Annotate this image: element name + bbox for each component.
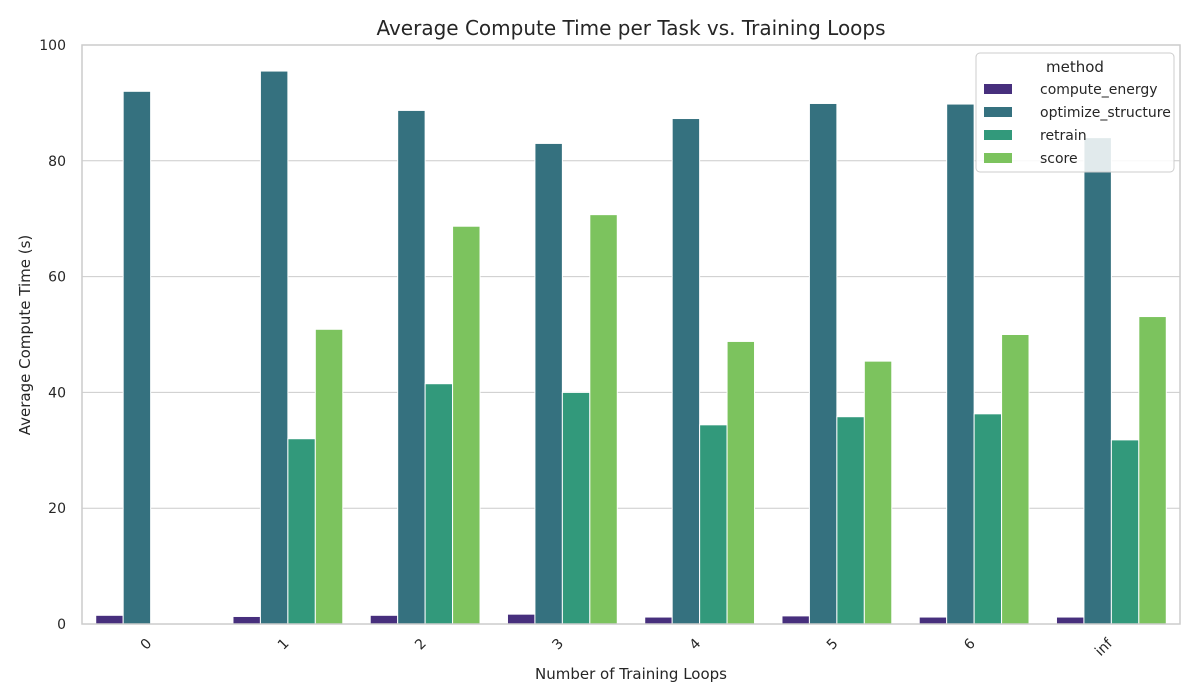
legend: method compute_energy optimize_structurere… [975,52,1175,173]
bar-compute_energy-6 [918,616,948,625]
legend-box [975,52,1175,173]
bar-score-1 [314,328,344,625]
bar-score-inf [1138,316,1167,625]
bar-retrain-3 [561,391,591,625]
x-tick-label: 4 [687,636,705,654]
bar-compute_energy-4 [644,616,673,625]
bar-compute_energy-1 [232,615,261,625]
legend-swatch-compute_energy [984,84,1012,94]
x-tick-label: 1 [275,636,293,654]
bar-retrain-1 [287,438,316,625]
y-tick-label: 0 [57,617,66,633]
bar-score-6 [1001,334,1030,625]
y-tick-label: 100 [39,38,66,54]
bar-compute_energy-5 [781,615,810,625]
bar-optimize_structure-5 [808,102,838,625]
bar-retrain-inf [1110,439,1140,625]
bar-retrain-4 [699,424,728,625]
x-axis-label: Number of Training Loops [535,665,727,683]
x-tick-label: 3 [549,636,567,654]
bar-score-4 [726,340,756,625]
y-tick-label: 80 [48,154,66,170]
bar-optimize_structure-6 [946,103,975,625]
y-tick-label: 60 [48,270,66,286]
y-tick-label: 20 [48,501,66,517]
bar-optimize_structure-2 [397,109,426,625]
x-tick-label: inf [1092,635,1117,660]
legend-label-score: score [1040,151,1078,167]
legend-swatch-retrain [984,130,1012,140]
bar-score-2 [452,225,481,625]
legend-label-retrain: retrain [1040,128,1087,144]
bar-compute_energy-0 [95,614,124,625]
chart-title: Average Compute Time per Task vs. Traini… [376,16,885,40]
x-tick-label: 6 [961,636,979,654]
bar-retrain-5 [836,416,865,625]
bar-score-3 [589,214,618,625]
bar-compute_energy-2 [369,614,399,625]
plot-frame [81,44,1181,625]
bars [95,70,1167,625]
bar-optimize_structure-inf [1083,137,1112,625]
x-tick-label: 2 [412,636,430,654]
bar-optimize_structure-4 [671,118,701,625]
bar-retrain-6 [973,413,1003,625]
bar-optimize_structure-1 [259,70,289,625]
bar-retrain-2 [424,383,454,625]
bar-compute_energy-inf [1055,616,1085,625]
bar-score-5 [863,360,893,625]
bar-optimize_structure-3 [534,142,563,625]
x-axis-ticks: 0 1 2 3 4 5 6 inf [138,635,1117,660]
legend-label-compute_energy: compute_energy [1040,82,1158,98]
plot-border [81,44,1181,625]
bar-optimize_structure-0 [122,90,152,625]
legend-label-optimize_structure: optimize_structure [1040,105,1171,121]
y-axis-label: Average Compute Time (s) [16,235,34,436]
bar-compute_energy-3 [506,613,536,625]
x-tick-label: 5 [824,636,842,654]
x-tick-label: 0 [138,636,156,654]
legend-swatch-optimize_structure [984,107,1012,117]
y-tick-label: 40 [48,385,66,401]
legend-swatch-score [984,153,1012,163]
y-axis-ticks: 0 20 40 60 80 100 [39,38,66,633]
legend-title: method [1046,58,1104,76]
